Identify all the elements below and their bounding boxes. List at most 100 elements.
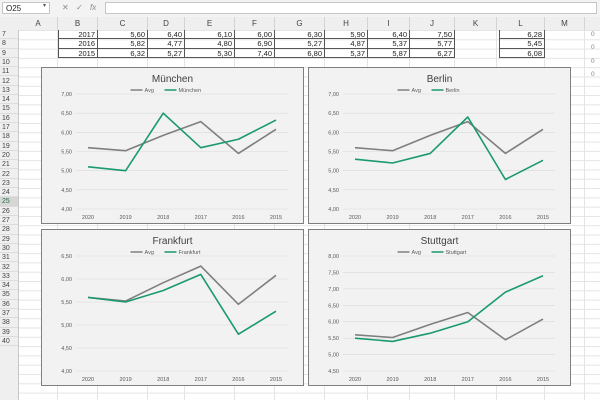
row-header[interactable]: 33 <box>0 272 18 282</box>
row-header[interactable]: 11 <box>0 67 18 77</box>
value-cell[interactable]: 6,40 <box>368 30 410 40</box>
row-header[interactable]: 27 <box>0 216 18 226</box>
row-header[interactable]: 8 <box>0 39 18 49</box>
column-header[interactable]: J <box>410 17 455 30</box>
y-tick-label: 4,00 <box>61 207 72 213</box>
value-cell[interactable]: 7,40 <box>235 48 275 58</box>
value-cell[interactable]: 5,30 <box>185 48 235 58</box>
column-header[interactable]: E <box>185 17 235 30</box>
row-header[interactable]: 16 <box>0 114 18 123</box>
row-header[interactable]: 22 <box>0 170 18 179</box>
row-header[interactable]: 29 <box>0 235 18 244</box>
city-series-line[interactable] <box>87 112 277 172</box>
row-header[interactable]: 19 <box>0 142 18 151</box>
row-header[interactable]: 15 <box>0 104 18 114</box>
row-header[interactable]: 34 <box>0 281 18 291</box>
chevron-down-icon[interactable]: ▾ <box>43 3 47 9</box>
value-cell[interactable]: 6,80 <box>275 48 325 58</box>
value-cell[interactable]: 6,00 <box>235 30 275 40</box>
value-cell[interactable]: 4,80 <box>185 39 235 49</box>
chart-frankfurt[interactable]: Frankfurt Avg Frankfurt 4,00 4,50 5,00 5,50 6,0… <box>41 229 304 386</box>
average-cell[interactable]: 5,45 <box>499 39 545 49</box>
avg-series-line[interactable] <box>87 120 277 155</box>
row-header[interactable]: 39 <box>0 328 18 337</box>
chart-stuttgart[interactable]: Stuttgart Avg Stuttgart 4,50 5,00 5,50 6,00 6,5… <box>308 229 571 386</box>
year-cell[interactable]: 2016 <box>58 39 98 49</box>
column-header[interactable]: G <box>275 17 325 30</box>
row-header[interactable]: 14 <box>0 95 18 105</box>
row-header[interactable]: 10 <box>0 58 18 68</box>
value-cell[interactable]: 4,87 <box>325 39 368 49</box>
value-cell[interactable]: 6,32 <box>98 48 148 58</box>
average-cell[interactable]: 6,28 <box>499 30 545 40</box>
row-header[interactable]: 12 <box>0 77 18 86</box>
column-header[interactable]: F <box>235 17 275 30</box>
row-header[interactable]: 37 <box>0 309 18 319</box>
avg-series-line[interactable] <box>354 120 544 155</box>
value-cell[interactable]: 5,87 <box>368 48 410 58</box>
check-icon[interactable]: ✓ <box>76 3 83 12</box>
row-header[interactable]: 18 <box>0 132 18 142</box>
cancel-icon[interactable]: ✕ <box>62 3 69 12</box>
value-cell[interactable]: 6,40 <box>148 30 185 40</box>
avg-series-line[interactable] <box>354 311 544 341</box>
value-cell[interactable]: 5,37 <box>325 48 368 58</box>
column-header[interactable]: A <box>19 17 58 30</box>
city-series-line[interactable] <box>354 274 544 343</box>
value-cell[interactable]: 5,90 <box>325 30 368 40</box>
value-cell[interactable]: 5,37 <box>368 39 410 49</box>
value-cell[interactable]: 6,10 <box>185 30 235 40</box>
row-header[interactable]: 13 <box>0 86 18 96</box>
average-cell[interactable]: 6,08 <box>499 48 545 58</box>
value-cell[interactable]: 5,27 <box>275 39 325 49</box>
legend-label: Berlin <box>446 88 460 94</box>
city-series-line[interactable] <box>87 273 277 335</box>
column-header[interactable]: L <box>497 17 545 30</box>
function-icon[interactable]: fx <box>90 3 97 12</box>
legend-label: Stuttgart <box>446 250 467 256</box>
row-header[interactable]: 36 <box>0 300 18 309</box>
column-header[interactable]: M <box>545 17 585 30</box>
row-header[interactable]: 24 <box>0 188 18 198</box>
chart-muenchen[interactable]: München Avg München 4,00 4,50 5,00 5,50 6,00 6,5… <box>41 67 304 224</box>
city-series-line[interactable] <box>354 116 544 181</box>
row-header[interactable]: 32 <box>0 263 18 272</box>
chart-berlin[interactable]: Berlin Avg Berlin 4,00 4,50 5,00 5,50 6,00 6,50 7… <box>308 67 571 224</box>
value-cell[interactable]: 6,90 <box>235 39 275 49</box>
column-header[interactable]: B <box>58 17 98 30</box>
column-header[interactable]: D <box>148 17 185 30</box>
row-header[interactable]: 40 <box>0 337 18 347</box>
value-cell[interactable]: 5,60 <box>98 30 148 40</box>
row-header[interactable]: 17 <box>0 123 18 133</box>
row-header[interactable]: 9 <box>0 49 18 58</box>
column-header[interactable]: C <box>98 17 148 30</box>
row-header[interactable]: 35 <box>0 290 18 300</box>
row-header[interactable]: 38 <box>0 318 18 328</box>
row-header[interactable]: 25 <box>0 197 18 207</box>
row-header[interactable]: 7 <box>0 30 18 40</box>
value-cell[interactable]: 5,82 <box>98 39 148 49</box>
name-box[interactable]: O25 <box>2 2 50 14</box>
y-tick-label: 5,50 <box>328 150 339 156</box>
formula-input[interactable] <box>105 2 597 14</box>
row-header[interactable]: 20 <box>0 151 18 161</box>
row-header[interactable]: 28 <box>0 225 18 235</box>
column-header[interactable]: H <box>325 17 368 30</box>
year-cell[interactable]: 2017 <box>58 30 98 40</box>
row-header[interactable]: 30 <box>0 244 18 254</box>
year-cell[interactable]: 2015 <box>58 48 98 58</box>
column-header[interactable]: K <box>455 17 497 30</box>
value-cell[interactable]: 4,77 <box>148 39 185 49</box>
avg-series-line[interactable] <box>87 265 277 306</box>
y-tick-label: 6,00 <box>61 277 72 283</box>
row-header[interactable]: 26 <box>0 207 18 216</box>
row-header[interactable]: 23 <box>0 179 18 189</box>
row-header[interactable]: 21 <box>0 160 18 170</box>
value-cell[interactable]: 6,30 <box>275 30 325 40</box>
value-cell[interactable]: 5,77 <box>410 39 455 49</box>
value-cell[interactable]: 6,27 <box>410 48 455 58</box>
column-header[interactable]: I <box>368 17 410 30</box>
row-header[interactable]: 31 <box>0 253 18 263</box>
value-cell[interactable]: 5,27 <box>148 48 185 58</box>
value-cell[interactable]: 7,50 <box>410 30 455 40</box>
